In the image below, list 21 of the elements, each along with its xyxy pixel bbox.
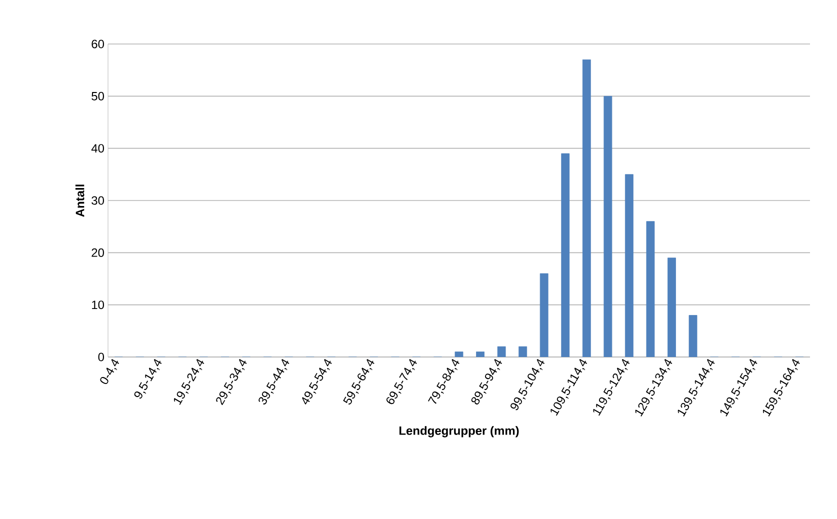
bar	[476, 352, 484, 357]
bar	[540, 273, 548, 357]
bar	[497, 346, 506, 357]
y-tick-label: 10	[92, 300, 104, 310]
y-tick-label: 0	[98, 352, 104, 362]
bar	[668, 258, 676, 357]
bar	[688, 315, 698, 357]
bar	[582, 59, 591, 357]
bar	[646, 221, 655, 357]
x-axis-title: Lendgegrupper (mm)	[399, 426, 519, 438]
y-tick-label: 40	[91, 144, 104, 153]
bar	[518, 346, 528, 357]
y-tick-label: 60	[92, 40, 104, 48]
bar	[624, 174, 634, 357]
bar	[454, 352, 464, 357]
y-tick-label: 50	[92, 92, 104, 100]
bar	[561, 153, 570, 357]
y-tick-label: 20	[92, 248, 104, 257]
bar	[604, 96, 612, 357]
y-axis-title: Antall	[75, 184, 84, 217]
y-tick-label: 30	[92, 196, 104, 205]
